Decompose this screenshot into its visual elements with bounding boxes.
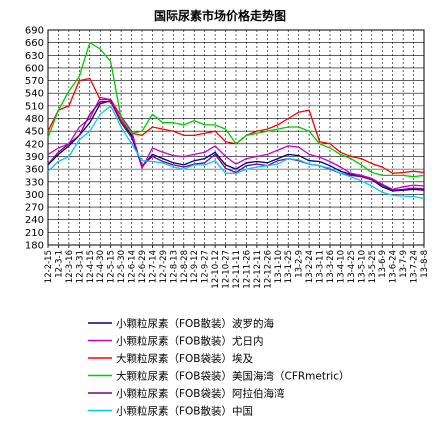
x-tick-label: 13-6-9 [378, 250, 388, 278]
x-tick-label: 13-4-25 [347, 250, 357, 283]
x-tick-label: 12-10-12 [211, 250, 221, 289]
x-tick-label: 12-5-30 [117, 250, 127, 283]
legend-label-4: 大颗粒尿素（FOB袋装）美国海湾（CFRmetric） [116, 370, 350, 383]
x-tick-label: 12-11-26 [242, 250, 252, 289]
x-tick-label: 12-4-30 [96, 250, 106, 283]
y-tick-label: 420 [25, 139, 44, 150]
x-tick-label: 12-3-1 [54, 250, 64, 278]
series-lines [47, 41, 425, 200]
series-line-6 [47, 105, 425, 200]
legend-label-1: 小颗粒尿素（FOB散装）波罗的海 [116, 317, 275, 330]
x-tick-label: 13-1-10 [274, 250, 284, 283]
x-tick-label: 13-5-10 [357, 250, 367, 283]
y-tick-label: 330 [25, 177, 44, 188]
x-tick-label: 12-3-16 [65, 250, 75, 283]
plot-frame [47, 29, 425, 246]
chart-title: 国际尿素市场价格走势图 [154, 8, 286, 23]
y-tick-label: 600 [25, 63, 44, 74]
x-tick-label: 13-7-24 [410, 250, 420, 283]
x-tick-label: 13-2-24 [305, 250, 315, 283]
x-tick-label: 13-3-11 [316, 250, 326, 283]
series-line-5 [47, 101, 425, 191]
x-tick-label: 13-5-25 [368, 250, 378, 283]
x-tick-label: 12-12-11 [253, 250, 263, 289]
y-tick-label: 570 [25, 76, 44, 87]
y-tick-label: 240 [25, 215, 44, 226]
x-tick-label: 12-7-29 [159, 250, 169, 283]
y-tick-label: 540 [25, 89, 44, 100]
y-tick-label: 300 [25, 190, 44, 201]
y-tick-label: 660 [25, 38, 44, 49]
y-tick-label: 180 [25, 241, 44, 252]
x-tick-label: 13-4-10 [336, 250, 346, 283]
x-tick-label: 13-6-24 [389, 250, 399, 283]
x-tick-label: 12-9-12 [190, 250, 200, 283]
x-tick-label: 12-10-27 [222, 250, 232, 289]
y-tick-label: 210 [25, 228, 44, 239]
y-tick-label: 450 [25, 127, 44, 138]
x-tick-label: 12-9-27 [201, 250, 211, 283]
x-tick-label: 12-6-29 [138, 250, 148, 283]
x-tick-label: 12-5-15 [107, 250, 117, 283]
x-tick-label: 12-4-15 [86, 250, 96, 283]
y-tick-label: 270 [25, 203, 44, 214]
x-tick-label: 12-2-15 [44, 250, 54, 283]
x-tick-label: 13-7-9 [399, 250, 409, 278]
legend-label-5: 小颗粒尿素（FOB袋装）阿拉伯海湾 [116, 387, 285, 400]
legend: 小颗粒尿素（FOB散装）波罗的海小颗粒尿素（FOB散装）尤日内大颗粒尿素（FOB… [88, 317, 350, 418]
y-tick-label: 510 [25, 101, 44, 112]
legend-label-2: 小颗粒尿素（FOB散装）尤日内 [116, 335, 264, 348]
x-tick-label: 12-11-11 [232, 250, 242, 289]
x-tick-label: 12-8-28 [180, 250, 190, 283]
y-tick-label: 390 [25, 152, 44, 163]
legend-label-3: 大颗粒尿素（FOB袋装）埃及 [116, 352, 254, 365]
x-tick-label: 13-2-9 [295, 250, 305, 278]
y-tick-label: 690 [25, 26, 44, 37]
x-tick-label: 13-1-25 [284, 250, 294, 283]
x-tick-label: 13-8-8 [420, 250, 430, 278]
y-tick-label: 480 [25, 114, 44, 125]
x-tick-label: 12-12-26 [263, 250, 273, 289]
x-tick-label: 12-7-14 [148, 250, 158, 283]
series-line-4 [47, 41, 425, 178]
legend-label-6: 小颗粒尿素（FOB散装）中国 [116, 405, 253, 418]
x-axis: 12-2-15 12-3-1 12-3-16 12-3-31 12-4-15 12-4-3… [44, 245, 430, 289]
x-tick-label: 12-3-31 [75, 250, 85, 283]
x-tick-label: 13-3-26 [326, 250, 336, 283]
y-tick-label: 630 [25, 51, 44, 62]
x-tick-label: 12-8-13 [169, 250, 179, 283]
x-tick-label: 12-6-14 [128, 250, 138, 283]
plot-area [47, 29, 425, 246]
y-tick-label: 360 [25, 165, 44, 176]
